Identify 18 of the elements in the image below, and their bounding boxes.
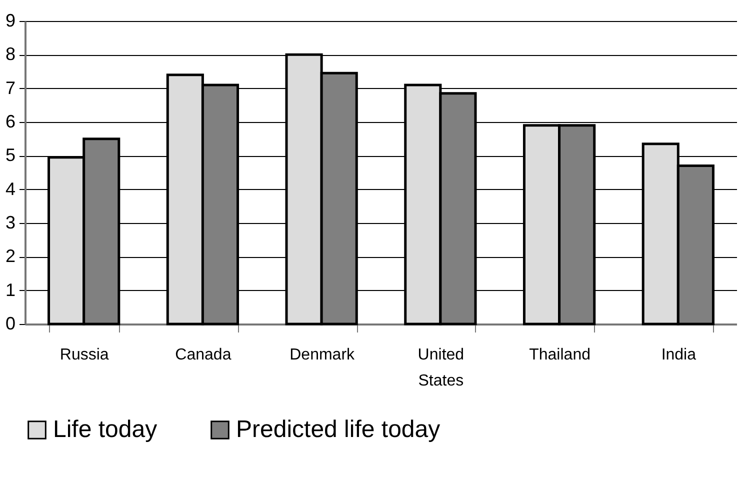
legend-label: Life today	[53, 416, 158, 443]
y-tick-label: 7	[5, 78, 16, 98]
y-tick-label: 6	[5, 112, 16, 132]
y-tick-label: 9	[5, 10, 16, 30]
x-tick-label: Thailand	[529, 346, 590, 364]
y-tick-label: 2	[5, 246, 16, 266]
y-tick-label: 1	[5, 280, 16, 300]
y-tick-label: 5	[5, 145, 16, 166]
y-tick-label: 8	[5, 44, 16, 64]
x-tick-label: Russia	[60, 346, 109, 364]
x-tick-label: Canada	[175, 346, 232, 364]
x-tick-label: United States	[418, 346, 464, 390]
x-tick-label: India	[661, 346, 696, 364]
legend-label: Predicted life today	[236, 416, 440, 443]
y-tick-label: 4	[5, 178, 16, 199]
y-tick-label: 3	[5, 212, 16, 232]
x-tick-label: Denmark	[290, 346, 356, 364]
y-tick-label: 0	[5, 314, 16, 334]
